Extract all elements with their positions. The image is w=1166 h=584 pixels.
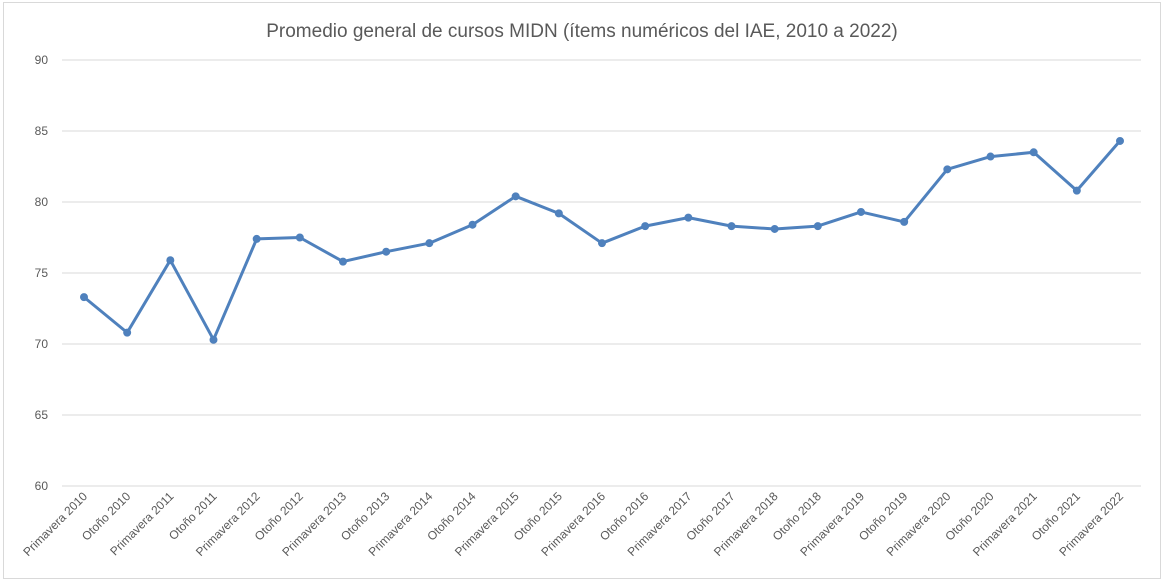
chart-title: Promedio general de cursos MIDN (ítems n… xyxy=(266,21,898,42)
data-point xyxy=(900,217,909,226)
data-point xyxy=(684,213,693,222)
data-point xyxy=(1072,186,1081,195)
data-point xyxy=(80,293,88,302)
data-point xyxy=(425,239,434,248)
y-tick-label: 90 xyxy=(35,53,49,67)
data-point xyxy=(641,222,650,231)
y-tick-label: 75 xyxy=(35,266,49,280)
data-point xyxy=(209,335,218,344)
data-point xyxy=(511,192,520,201)
y-tick-label: 70 xyxy=(35,337,49,351)
data-point xyxy=(382,247,391,256)
data-point xyxy=(598,239,606,248)
data-point xyxy=(986,152,995,161)
data-point xyxy=(295,233,304,242)
data-point xyxy=(468,220,477,229)
data-point xyxy=(252,234,261,243)
data-point xyxy=(339,257,347,266)
data-point xyxy=(554,209,563,218)
data-point xyxy=(857,207,865,216)
y-tick-label: 85 xyxy=(35,124,49,138)
data-point xyxy=(727,222,736,231)
x-tick-label: Primavera 2010 xyxy=(20,489,90,559)
y-tick-label: 65 xyxy=(35,408,49,422)
y-axis-tick-labels: 60 65 70 75 80 85 90 xyxy=(35,53,49,493)
series-layer xyxy=(80,136,1124,344)
chart-frame xyxy=(3,2,1161,579)
y-tick-label: 60 xyxy=(35,479,49,493)
data-point xyxy=(770,224,779,233)
data-point xyxy=(166,256,175,265)
gridlines xyxy=(62,59,1141,487)
data-point xyxy=(1116,136,1124,145)
data-point xyxy=(813,222,822,231)
data-point xyxy=(1029,148,1038,157)
data-point xyxy=(123,328,132,337)
y-tick-label: 80 xyxy=(35,195,49,209)
data-point xyxy=(943,165,952,174)
